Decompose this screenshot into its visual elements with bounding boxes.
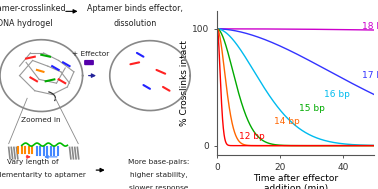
Text: Aptamer binds effector,: Aptamer binds effector, <box>87 4 183 13</box>
X-axis label: Time after effector
addition (min): Time after effector addition (min) <box>253 174 338 189</box>
FancyBboxPatch shape <box>84 60 94 65</box>
Text: 17 bp: 17 bp <box>362 71 378 80</box>
Text: 12 bp: 12 bp <box>239 132 265 141</box>
Text: 14 bp: 14 bp <box>274 117 300 126</box>
Text: Vary length of: Vary length of <box>7 159 59 165</box>
Y-axis label: % Crosslinks intact: % Crosslinks intact <box>180 40 189 126</box>
Text: Aptamer-crosslinked: Aptamer-crosslinked <box>0 4 66 13</box>
Text: More base-pairs:: More base-pairs: <box>128 159 189 165</box>
Text: higher stability,: higher stability, <box>130 172 187 178</box>
Text: 18 bp: 18 bp <box>362 22 378 31</box>
Text: slower response: slower response <box>129 185 188 189</box>
Text: DNA hydrogel: DNA hydrogel <box>0 19 53 28</box>
Text: 15 bp: 15 bp <box>299 104 325 113</box>
Text: + Effector: + Effector <box>71 51 109 57</box>
Text: complementarity to aptamer: complementarity to aptamer <box>0 172 86 178</box>
Text: dissolution: dissolution <box>113 19 156 28</box>
Text: Zoomed in: Zoomed in <box>22 117 61 123</box>
Text: 16 bp: 16 bp <box>324 90 350 99</box>
